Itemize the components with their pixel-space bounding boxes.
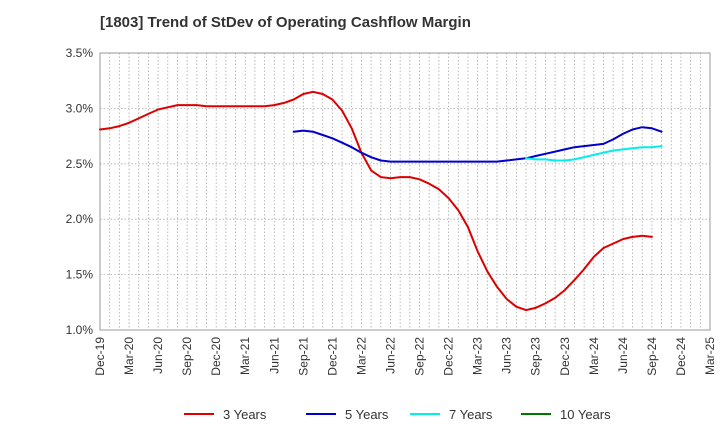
legend-label-10-years: 10 Years (560, 407, 611, 422)
legend-label-5-years: 5 Years (345, 407, 389, 422)
legend-label-3-years: 3 Years (223, 407, 267, 422)
x-tick-label: Mar-21 (238, 337, 252, 375)
legend: 3 Years 5 Years 7 Years 10 Years (184, 407, 611, 422)
x-tick-label: Dec-21 (325, 337, 339, 376)
plot-frame (99, 52, 711, 331)
x-tick-label: Mar-25 (703, 337, 717, 375)
x-tick-label: Sep-21 (296, 337, 310, 376)
x-tick-label: Jun-20 (151, 337, 165, 374)
y-tick-label: 1.5% (66, 268, 94, 282)
series-line-3-years (99, 90, 653, 312)
x-tick-label: Dec-20 (209, 337, 223, 376)
series-line-7-years (525, 145, 663, 162)
y-tick-label: 3.0% (66, 101, 94, 115)
x-tick-label: Jun-23 (500, 337, 514, 374)
x-tick-label: Mar-22 (354, 337, 368, 375)
series-line-5-years (292, 126, 663, 163)
y-tick-label: 1.0% (66, 323, 94, 337)
series-layer (99, 90, 663, 312)
x-axis: Dec-19 Mar-20 Jun-20 Sep-20 Dec-20 Mar-21 Jun-… (93, 337, 717, 376)
x-tick-label: Jun-24 (616, 337, 630, 374)
x-tick-label: Mar-24 (587, 337, 601, 375)
y-tick-label: 3.5% (66, 46, 94, 60)
y-axis: 1.0% 1.5% 2.0% 2.5% 3.0% 3.5% (66, 46, 94, 337)
x-tick-label: Mar-20 (122, 337, 136, 375)
x-tick-label: Sep-24 (645, 337, 659, 376)
chart-title: [1803] Trend of StDev of Operating Cashf… (100, 14, 471, 31)
x-tick-label: Jun-22 (383, 337, 397, 374)
y-tick-label: 2.0% (66, 212, 94, 226)
legend-label-7-years: 7 Years (449, 407, 493, 422)
x-tick-label: Sep-20 (180, 337, 194, 376)
x-tick-label: Mar-23 (471, 337, 485, 375)
x-tick-label: Dec-24 (674, 337, 688, 376)
x-tick-label: Jun-21 (267, 337, 281, 374)
y-tick-label: 2.5% (66, 157, 94, 171)
x-tick-label: Dec-22 (442, 337, 456, 376)
x-tick-label: Sep-23 (529, 337, 543, 376)
grid (100, 53, 710, 330)
x-tick-label: Dec-19 (93, 337, 107, 376)
x-tick-label: Sep-22 (413, 337, 427, 376)
x-tick-label: Dec-23 (558, 337, 572, 376)
